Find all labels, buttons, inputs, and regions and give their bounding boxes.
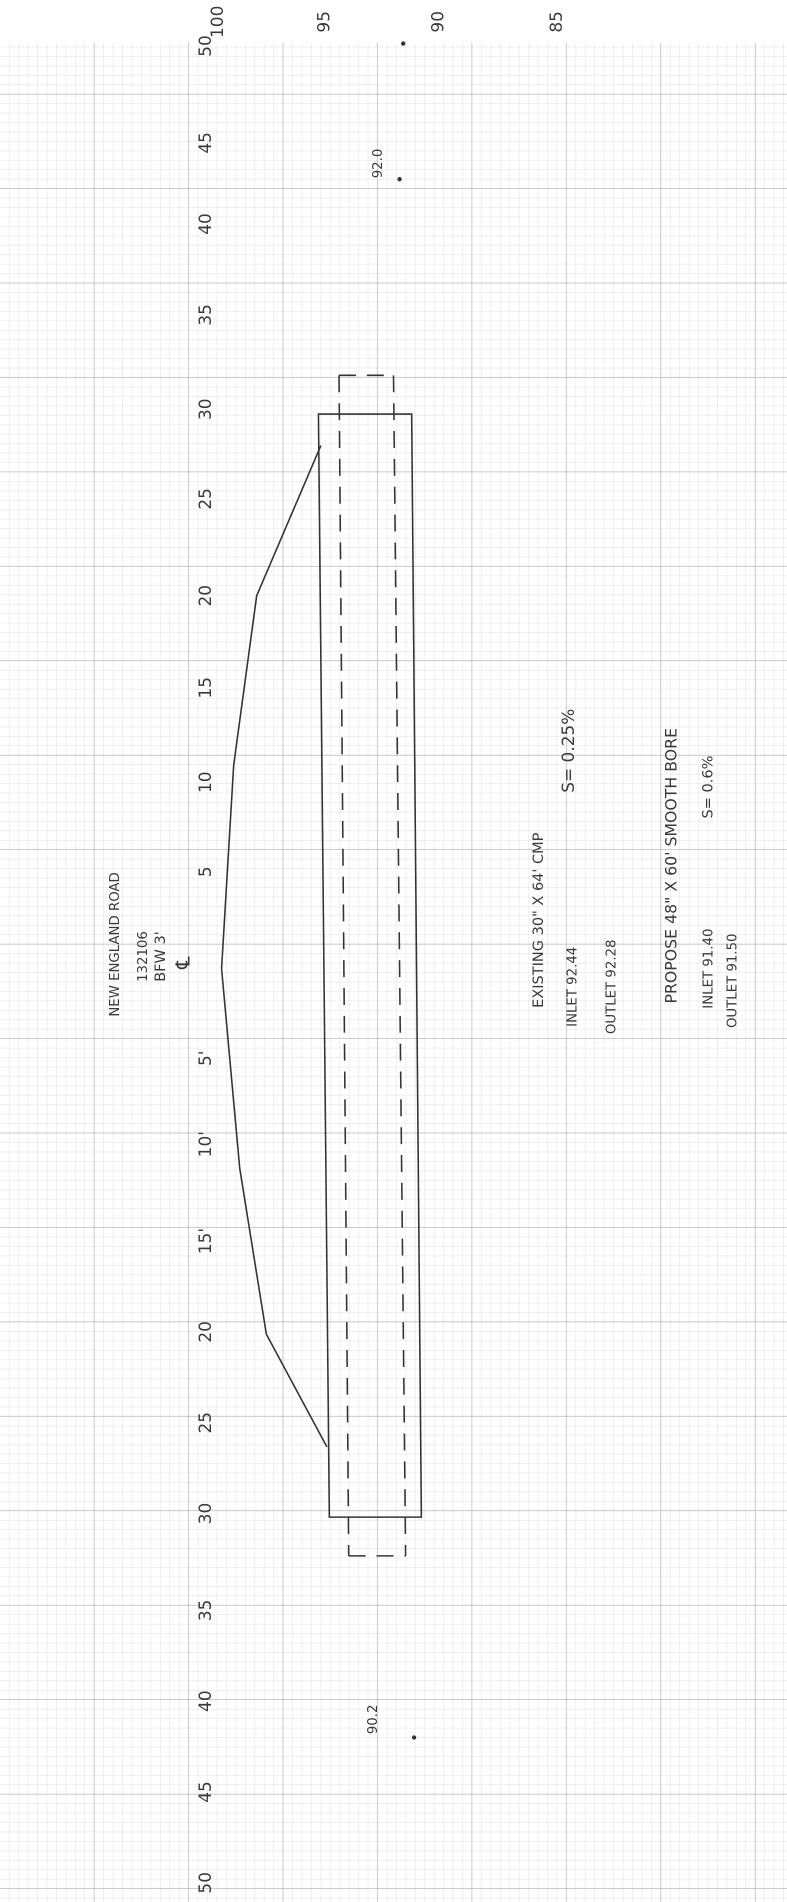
elevation-label: 90	[427, 11, 447, 33]
road-number: 132106	[136, 931, 151, 982]
road-name: NEW ENGLAND ROAD	[108, 872, 123, 1016]
station-label: 5'	[195, 1051, 215, 1066]
elevation-label: 85	[546, 11, 566, 33]
station-label: 10	[195, 771, 215, 793]
elevation-label: 95	[313, 11, 333, 33]
existing-inlet: INLET 92.44	[566, 947, 581, 1027]
station-label: 30	[195, 1503, 215, 1525]
station-label: 20	[195, 1321, 215, 1343]
proposed-inlet: INLET 91.40	[701, 929, 716, 1009]
spot-elevation: 90.2	[366, 1705, 381, 1735]
station-label: 40	[195, 1690, 215, 1712]
station-label: 15'	[195, 1228, 215, 1254]
existing-outlet: OUTLET 92.28	[604, 940, 619, 1035]
proposed-outlet: OUTLET 91.50	[726, 933, 741, 1028]
spot-point	[397, 177, 402, 182]
station-label: 5	[195, 866, 215, 877]
proposed-pipe-top	[338, 375, 350, 1556]
station-label: 20	[195, 585, 215, 607]
spot-elevation: 92.0	[371, 149, 386, 179]
station-label: 15	[195, 677, 215, 699]
existing-pipe	[317, 413, 423, 1518]
station-label: 35	[195, 1600, 215, 1622]
station-label: 50	[195, 1872, 215, 1894]
elevation-label: 100	[207, 6, 227, 38]
station-label: 25	[195, 488, 215, 510]
road-profile	[220, 445, 328, 1448]
proposed-slope: S= 0.6%	[700, 756, 716, 819]
station-label: 45	[195, 132, 215, 154]
bfw-note: BFW 3'	[153, 931, 169, 982]
station-label: 25	[195, 1412, 215, 1434]
existing-title: EXISTING 30" X 64' CMP	[531, 832, 547, 1008]
station-label: 30	[195, 398, 215, 420]
station-label: 50	[195, 35, 215, 57]
station-label: 40	[195, 213, 215, 235]
centerline-mark: ℄	[172, 956, 195, 970]
spot-point	[401, 41, 406, 46]
station-label: 35	[195, 304, 215, 326]
station-label: 45	[195, 1781, 215, 1803]
proposed-pipe-bottom	[392, 375, 407, 1556]
grid	[0, 42, 787, 1902]
station-label: 10'	[195, 1131, 215, 1157]
spot-point	[411, 1735, 417, 1740]
labels: 100 95 90 85 50 45 40 35 30 25 20 15 10 5 5' 10' 15' 20 25…	[108, 6, 741, 1894]
existing-slope: S= 0.25%	[558, 709, 578, 793]
sheet: 100 95 90 85 50 45 40 35 30 25 20 15 10 5 5' 10' 15' 20 25…	[0, 6, 787, 1902]
proposed-title: PROPOSE 48" X 60' SMOOTH BORE	[661, 728, 680, 1004]
